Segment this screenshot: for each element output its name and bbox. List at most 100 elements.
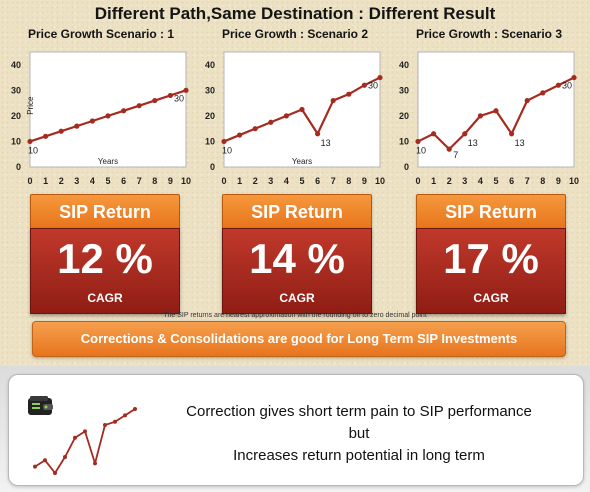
chart-1-xtick: 5 [105, 176, 110, 186]
chart-3-xtick: 8 [540, 176, 545, 186]
chart-1-point [167, 92, 173, 99]
chart-2-xtick: 7 [331, 176, 336, 186]
chart-1-point [89, 118, 95, 124]
chart-3-point [446, 146, 452, 152]
sparkline-point [113, 419, 117, 424]
sparkline-point [83, 429, 87, 434]
chart-1-point [58, 128, 64, 134]
chart-2-point [268, 119, 274, 125]
scenario-3-return-box: 17 % CAGR [416, 228, 566, 314]
chart-3-xtick: 1 [431, 176, 436, 186]
scenario-2-sip-label: SIP Return [222, 194, 372, 230]
chart-2-point [252, 126, 258, 132]
chart-3-point [555, 82, 561, 88]
chart-1-xtick: 7 [137, 176, 142, 186]
chart-1-point [136, 103, 142, 109]
scenario-2-chart: 0 10 20 30 40 0 1 2 3 4 5 6 7 8 9 10 Years 10 13 30 [200, 44, 390, 194]
scenario-1-return-unit: CAGR [87, 291, 123, 305]
chart-2-data-label: 30 [368, 81, 378, 91]
chart-3-data-label: 7 [453, 150, 458, 160]
chart-2-point [330, 97, 336, 104]
sparkline-point [123, 413, 127, 418]
chart-1-xtick: 1 [43, 176, 48, 186]
chart-2-ytick: 0 [210, 162, 215, 172]
scenario-3-chart: 0 10 20 30 40 0 1 2 3 4 5 6 7 8 9 10 10 7 13 13 30 [394, 44, 584, 194]
chart-1-point [74, 123, 80, 129]
scenario-1-sip-label: SIP Return [30, 194, 180, 230]
chart-2-point [377, 74, 383, 81]
chart-3-point [509, 131, 515, 137]
chart-2-data-label: 13 [321, 138, 331, 148]
chart-2-point [346, 91, 352, 97]
chart-3-point [493, 108, 499, 114]
chart-2-data-label: 10 [222, 145, 232, 155]
chart-2-ytick: 20 [205, 111, 215, 121]
chart-1-ytick: 10 [11, 136, 21, 146]
chart-2-xtick: 0 [221, 176, 226, 186]
sparkline-point [93, 461, 97, 466]
scenario-2-title: Price Growth : Scenario 2 [221, 27, 369, 41]
chart-3-ytick: 30 [399, 85, 409, 95]
sparkline-point [33, 464, 37, 469]
chart-1-data-label: 30 [174, 93, 184, 103]
chart-3-point [571, 74, 577, 81]
callout-line-1: Correction gives short term pain to SIP … [186, 403, 532, 420]
chart-2-point [237, 132, 243, 138]
scenario-1-return-box: 12 % CAGR [30, 228, 180, 314]
trend-sparkline [33, 407, 137, 475]
sparkline-point [103, 423, 107, 427]
scenario-2-return-unit: CAGR [279, 291, 315, 305]
chart-1-xtick: 6 [121, 176, 126, 186]
wallet-icon [28, 396, 53, 415]
scenario-2-return-value: 14 % [249, 235, 345, 282]
chart-1-xtick: 8 [152, 176, 157, 186]
chart-3-xtick: 2 [447, 176, 452, 186]
scenario-2-return-box: 14 % CAGR [222, 228, 372, 314]
chart-3-point [415, 138, 421, 145]
chart-3-data-label: 13 [515, 138, 525, 148]
chart-3-ytick: 20 [399, 111, 409, 121]
chart-3-point [431, 131, 437, 137]
chart-2-xtick: 9 [362, 176, 367, 186]
callout-box: Correction gives short term pain to SIP … [8, 374, 584, 486]
chart-2-point [283, 113, 289, 119]
chart-2-ytick: 30 [205, 85, 215, 95]
chart-1-point [121, 108, 127, 114]
chart-1-ylabel: Price [26, 96, 35, 115]
chart-3-data-label: 13 [468, 138, 478, 148]
footnote: The SIP returns are nearest approximatio… [163, 312, 427, 319]
sparkline-point [53, 471, 57, 475]
conclusion-banner: Corrections & Consolidations are good fo… [32, 321, 566, 357]
chart-3-xtick: 9 [556, 176, 561, 186]
chart-1-point [27, 138, 33, 145]
callout-line-2: but [348, 425, 370, 442]
chart-3-xtick: 4 [478, 176, 483, 186]
scenario-1-return-value: 12 % [57, 235, 153, 282]
chart-2-xlabel: Years [292, 157, 312, 166]
chart-1-xtick: 10 [181, 176, 191, 186]
chart-2-xtick: 4 [284, 176, 289, 186]
chart-3-xtick: 10 [569, 176, 579, 186]
chart-1-point [183, 87, 189, 93]
chart-1-ytick: 30 [11, 85, 21, 95]
chart-1-point [105, 113, 111, 119]
infographic-panel: Different Path,Same Destination : Differ… [0, 0, 590, 367]
callout-line-3: Increases return potential in long term [233, 447, 485, 464]
chart-3-xtick: 5 [493, 176, 498, 186]
scenario-3-sip-label: SIP Return [416, 194, 566, 230]
chart-1-point [43, 133, 49, 139]
chart-2-xtick: 8 [346, 176, 351, 186]
chart-3-point [462, 131, 468, 137]
chart-2-xtick: 2 [253, 176, 258, 186]
chart-3-point [524, 97, 530, 104]
chart-1-plot-area [29, 51, 187, 168]
scenario-3-return-unit: CAGR [473, 291, 509, 305]
sparkline-point [43, 458, 47, 463]
chart-1-point [152, 97, 158, 104]
scenario-3-return-value: 17 % [443, 235, 539, 282]
sparkline-point [63, 455, 67, 459]
chart-1-xtick: 4 [90, 176, 95, 186]
chart-2-xtick: 3 [268, 176, 273, 186]
chart-3-ytick: 40 [399, 60, 409, 70]
chart-1-xtick: 3 [74, 176, 79, 186]
